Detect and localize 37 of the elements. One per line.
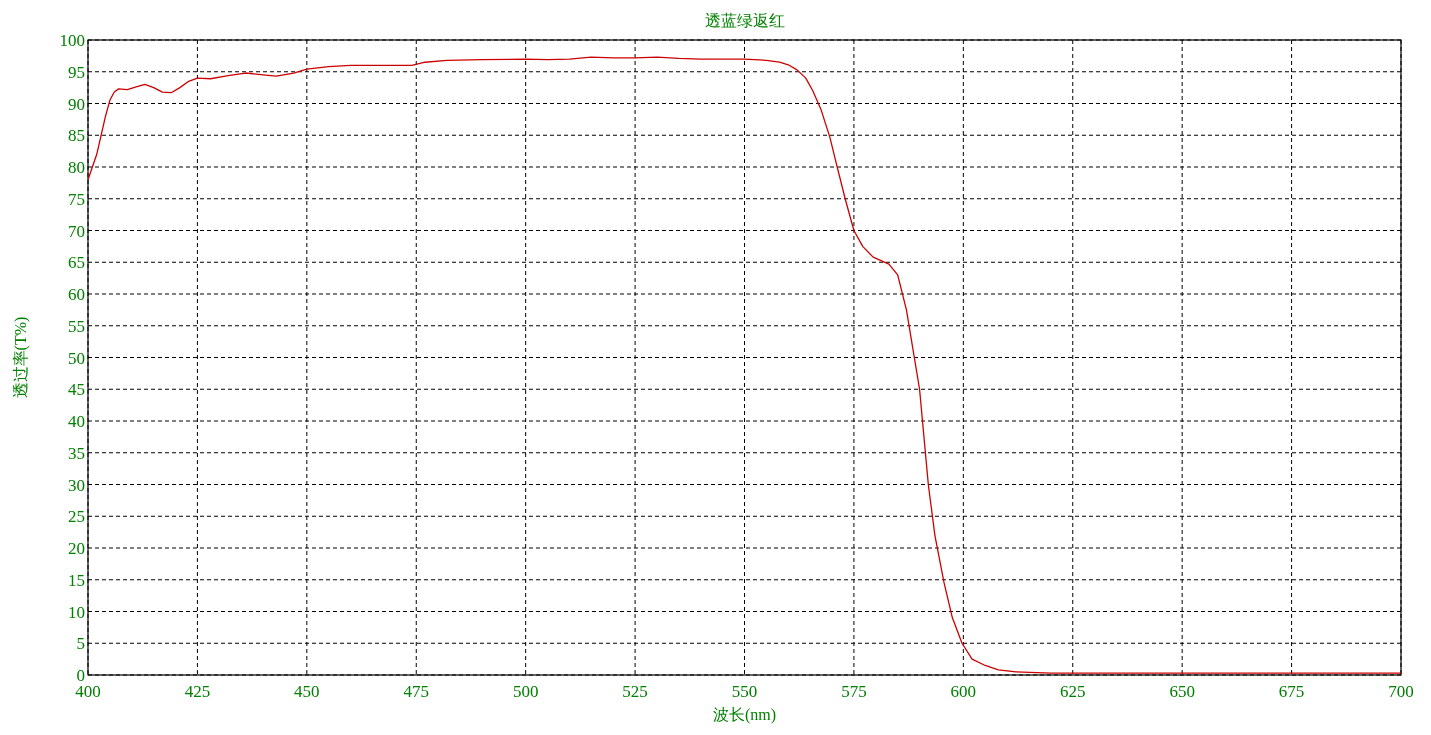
x-tick-label: 475 <box>403 682 429 701</box>
x-tick-label: 650 <box>1169 682 1195 701</box>
x-tick-label: 525 <box>622 682 648 701</box>
y-tick-label: 40 <box>68 412 85 431</box>
x-tick-label: 575 <box>841 682 867 701</box>
y-tick-label: 100 <box>59 31 85 50</box>
y-tick-label: 55 <box>68 316 85 336</box>
y-tick-label: 90 <box>68 94 85 114</box>
y-tick-label: 0 <box>76 666 85 685</box>
x-tick-label: 625 <box>1060 682 1086 701</box>
y-tick-label: 70 <box>68 221 85 241</box>
x-tick-label: 500 <box>512 682 539 701</box>
x-tick-label: 425 <box>184 682 211 701</box>
y-tick-label: 65 <box>68 253 85 273</box>
y-tick-label: 95 <box>68 62 85 82</box>
chart-title: 透蓝绿返红 <box>704 12 785 29</box>
y-tick-label: 25 <box>68 507 85 527</box>
x-tick-label: 400 <box>75 682 101 701</box>
y-tick-label: 85 <box>68 126 85 146</box>
x-tick-label: 700 <box>1388 682 1414 701</box>
y-tick-label: 45 <box>68 380 85 400</box>
y-axis-title: 透过率(T%) <box>12 316 30 399</box>
x-tick-label: 450 <box>294 682 320 701</box>
x-tick-label: 600 <box>950 682 977 701</box>
y-tick-label: 80 <box>68 158 85 177</box>
y-tick-label: 50 <box>68 348 85 368</box>
y-tick-label: 15 <box>68 570 85 590</box>
y-tick-label: 60 <box>68 285 85 304</box>
y-tick-label: 20 <box>68 539 85 558</box>
x-axis-title: 波长(nm) <box>712 706 777 724</box>
y-tick-label: 10 <box>68 602 85 622</box>
x-tick-label: 675 <box>1278 682 1305 701</box>
y-tick-label: 5 <box>76 634 85 654</box>
y-tick-label: 75 <box>68 189 85 209</box>
x-tick-label: 550 <box>731 682 758 701</box>
y-tick-label: 35 <box>68 443 85 463</box>
y-tick-label: 30 <box>68 475 85 495</box>
